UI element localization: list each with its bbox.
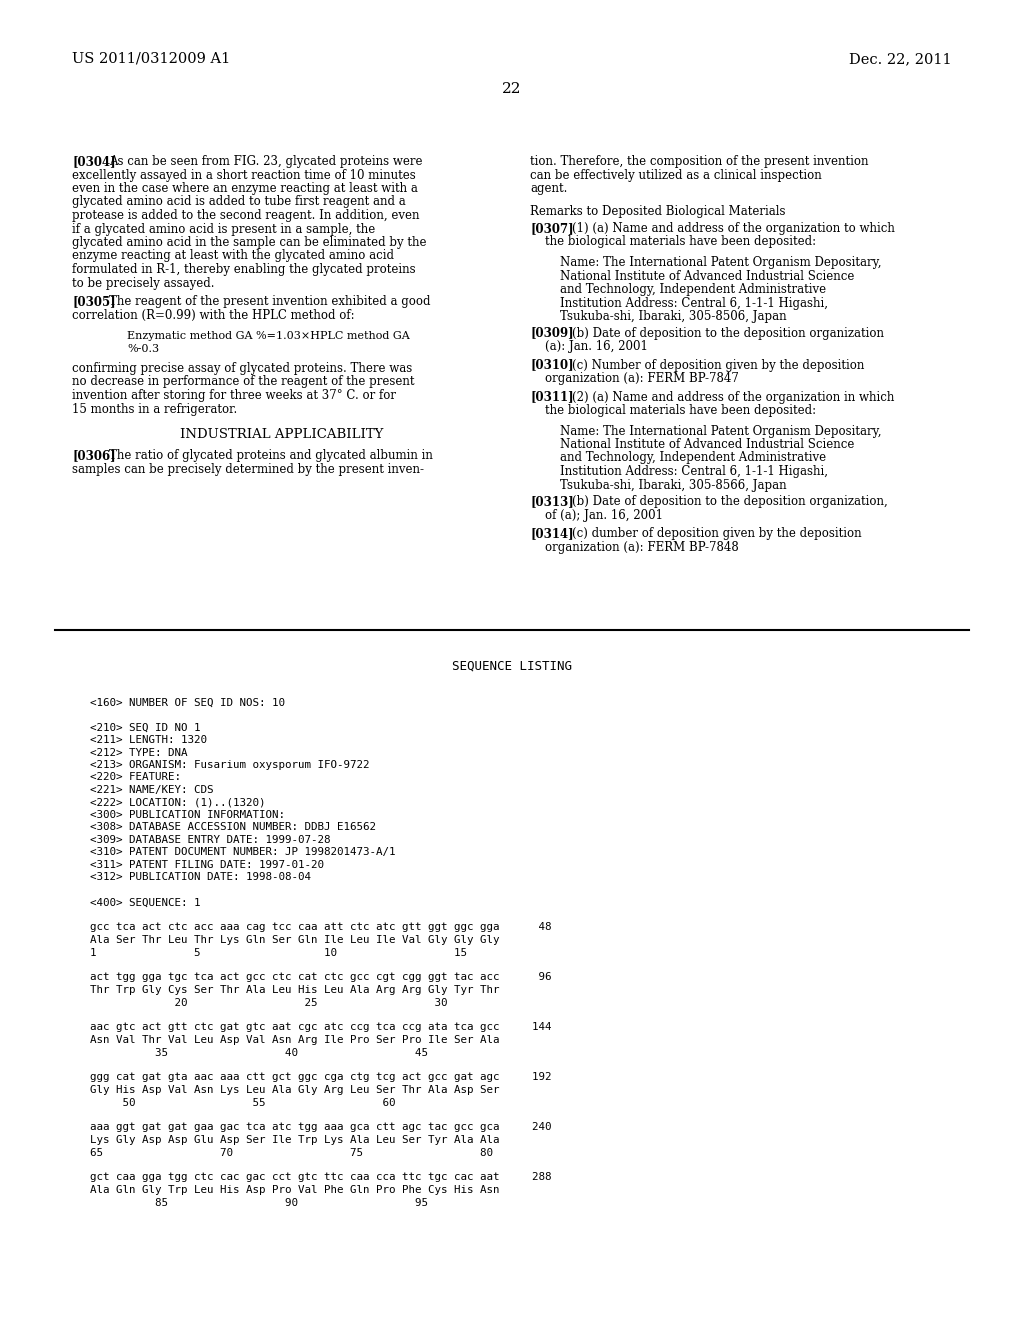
Text: Lys Gly Asp Asp Glu Asp Ser Ile Trp Lys Ala Leu Ser Tyr Ala Ala: Lys Gly Asp Asp Glu Asp Ser Ile Trp Lys … (90, 1135, 500, 1144)
Text: Name: The International Patent Organism Depositary,: Name: The International Patent Organism … (560, 425, 882, 437)
Text: tion. Therefore, the composition of the present invention: tion. Therefore, the composition of the … (530, 154, 868, 168)
Text: Ala Gln Gly Trp Leu His Asp Pro Val Phe Gln Pro Phe Cys His Asn: Ala Gln Gly Trp Leu His Asp Pro Val Phe … (90, 1185, 500, 1195)
Text: <211> LENGTH: 1320: <211> LENGTH: 1320 (90, 735, 207, 744)
Text: even in the case where an enzyme reacting at least with a: even in the case where an enzyme reactin… (72, 182, 418, 195)
Text: agent.: agent. (530, 182, 567, 195)
Text: ggg cat gat gta aac aaa ctt gct ggc cga ctg tcg act gcc gat agc     192: ggg cat gat gta aac aaa ctt gct ggc cga … (90, 1072, 552, 1082)
Text: (c) Number of deposition given by the deposition: (c) Number of deposition given by the de… (572, 359, 864, 371)
Text: National Institute of Advanced Industrial Science: National Institute of Advanced Industria… (560, 269, 854, 282)
Text: Institution Address: Central 6, 1-1-1 Higashi,: Institution Address: Central 6, 1-1-1 Hi… (560, 297, 828, 309)
Text: <220> FEATURE:: <220> FEATURE: (90, 772, 181, 783)
Text: <222> LOCATION: (1)..(1320): <222> LOCATION: (1)..(1320) (90, 797, 265, 808)
Text: 22: 22 (502, 82, 522, 96)
Text: organization (a): FERM BP-7848: organization (a): FERM BP-7848 (545, 540, 738, 553)
Text: [0311]: [0311] (530, 391, 573, 404)
Text: 50                  55                  60: 50 55 60 (90, 1097, 395, 1107)
Text: Enzymatic method GA %=1.03×HPLC method GA: Enzymatic method GA %=1.03×HPLC method G… (127, 331, 410, 341)
Text: Institution Address: Central 6, 1-1-1 Higashi,: Institution Address: Central 6, 1-1-1 Hi… (560, 465, 828, 478)
Text: <212> TYPE: DNA: <212> TYPE: DNA (90, 747, 187, 758)
Text: gct caa gga tgg ctc cac gac cct gtc ttc caa cca ttc tgc cac aat     288: gct caa gga tgg ctc cac gac cct gtc ttc … (90, 1172, 552, 1183)
Text: The reagent of the present invention exhibited a good: The reagent of the present invention exh… (109, 294, 430, 308)
Text: INDUSTRIAL APPLICABILITY: INDUSTRIAL APPLICABILITY (180, 428, 384, 441)
Text: 65                  70                  75                  80: 65 70 75 80 (90, 1147, 493, 1158)
Text: (a): Jan. 16, 2001: (a): Jan. 16, 2001 (545, 341, 648, 352)
Text: [0304]: [0304] (72, 154, 116, 168)
Text: <311> PATENT FILING DATE: 1997-01-20: <311> PATENT FILING DATE: 1997-01-20 (90, 861, 324, 870)
Text: and Technology, Independent Administrative: and Technology, Independent Administrati… (560, 451, 826, 465)
Text: %-0.3: %-0.3 (127, 345, 159, 355)
Text: Asn Val Thr Val Leu Asp Val Asn Arg Ile Pro Ser Pro Ile Ser Ala: Asn Val Thr Val Leu Asp Val Asn Arg Ile … (90, 1035, 500, 1045)
Text: [0314]: [0314] (530, 527, 573, 540)
Text: aaa ggt gat gat gaa gac tca atc tgg aaa gca ctt agc tac gcc gca     240: aaa ggt gat gat gaa gac tca atc tgg aaa … (90, 1122, 552, 1133)
Text: confirming precise assay of glycated proteins. There was: confirming precise assay of glycated pro… (72, 362, 413, 375)
Text: Gly His Asp Val Asn Lys Leu Ala Gly Arg Leu Ser Thr Ala Asp Ser: Gly His Asp Val Asn Lys Leu Ala Gly Arg … (90, 1085, 500, 1096)
Text: The ratio of glycated proteins and glycated albumin in: The ratio of glycated proteins and glyca… (109, 450, 433, 462)
Text: (c) dumber of deposition given by the deposition: (c) dumber of deposition given by the de… (572, 527, 861, 540)
Text: of (a); Jan. 16, 2001: of (a); Jan. 16, 2001 (545, 508, 663, 521)
Text: glycated amino acid is added to tube first reagent and a: glycated amino acid is added to tube fir… (72, 195, 406, 209)
Text: <210> SEQ ID NO 1: <210> SEQ ID NO 1 (90, 722, 201, 733)
Text: the biological materials have been deposited:: the biological materials have been depos… (545, 404, 816, 417)
Text: <213> ORGANISM: Fusarium oxysporum IFO-9722: <213> ORGANISM: Fusarium oxysporum IFO-9… (90, 760, 370, 770)
Text: <160> NUMBER OF SEQ ID NOS: 10: <160> NUMBER OF SEQ ID NOS: 10 (90, 697, 285, 708)
Text: 20                  25                  30: 20 25 30 (90, 998, 447, 1007)
Text: act tgg gga tgc tca act gcc ctc cat ctc gcc cgt cgg ggt tac acc      96: act tgg gga tgc tca act gcc ctc cat ctc … (90, 973, 552, 982)
Text: Tsukuba-shi, Ibaraki, 305-8506, Japan: Tsukuba-shi, Ibaraki, 305-8506, Japan (560, 310, 786, 323)
Text: Dec. 22, 2011: Dec. 22, 2011 (849, 51, 952, 66)
Text: aac gtc act gtt ctc gat gtc aat cgc atc ccg tca ccg ata tca gcc     144: aac gtc act gtt ctc gat gtc aat cgc atc … (90, 1023, 552, 1032)
Text: to be precisely assayed.: to be precisely assayed. (72, 276, 214, 289)
Text: National Institute of Advanced Industrial Science: National Institute of Advanced Industria… (560, 438, 854, 451)
Text: 1               5                   10                  15: 1 5 10 15 (90, 948, 467, 957)
Text: <312> PUBLICATION DATE: 1998-08-04: <312> PUBLICATION DATE: 1998-08-04 (90, 873, 311, 883)
Text: SEQUENCE LISTING: SEQUENCE LISTING (452, 660, 572, 673)
Text: excellently assayed in a short reaction time of 10 minutes: excellently assayed in a short reaction … (72, 169, 416, 181)
Text: (2) (a) Name and address of the organization in which: (2) (a) Name and address of the organiza… (572, 391, 894, 404)
Text: US 2011/0312009 A1: US 2011/0312009 A1 (72, 51, 230, 66)
Text: (1) (a) Name and address of the organization to which: (1) (a) Name and address of the organiza… (572, 222, 895, 235)
Text: As can be seen from FIG. 23, glycated proteins were: As can be seen from FIG. 23, glycated pr… (109, 154, 423, 168)
Text: organization (a): FERM BP-7847: organization (a): FERM BP-7847 (545, 372, 739, 385)
Text: samples can be precisely determined by the present inven-: samples can be precisely determined by t… (72, 463, 424, 477)
Text: no decrease in performance of the reagent of the present: no decrease in performance of the reagen… (72, 375, 415, 388)
Text: Tsukuba-shi, Ibaraki, 305-8566, Japan: Tsukuba-shi, Ibaraki, 305-8566, Japan (560, 479, 786, 491)
Text: <309> DATABASE ENTRY DATE: 1999-07-28: <309> DATABASE ENTRY DATE: 1999-07-28 (90, 836, 331, 845)
Text: can be effectively utilized as a clinical inspection: can be effectively utilized as a clinica… (530, 169, 821, 181)
Text: <300> PUBLICATION INFORMATION:: <300> PUBLICATION INFORMATION: (90, 810, 285, 820)
Text: [0310]: [0310] (530, 359, 573, 371)
Text: [0307]: [0307] (530, 222, 573, 235)
Text: <308> DATABASE ACCESSION NUMBER: DDBJ E16562: <308> DATABASE ACCESSION NUMBER: DDBJ E1… (90, 822, 376, 833)
Text: invention after storing for three weeks at 37° C. or for: invention after storing for three weeks … (72, 389, 396, 403)
Text: Thr Trp Gly Cys Ser Thr Ala Leu His Leu Ala Arg Arg Gly Tyr Thr: Thr Trp Gly Cys Ser Thr Ala Leu His Leu … (90, 985, 500, 995)
Text: Remarks to Deposited Biological Materials: Remarks to Deposited Biological Material… (530, 205, 785, 218)
Text: [0305]: [0305] (72, 294, 116, 308)
Text: [0309]: [0309] (530, 326, 573, 339)
Text: gcc tca act ctc acc aaa cag tcc caa att ctc atc gtt ggt ggc gga      48: gcc tca act ctc acc aaa cag tcc caa att … (90, 923, 552, 932)
Text: 85                  90                  95: 85 90 95 (90, 1197, 428, 1208)
Text: the biological materials have been deposited:: the biological materials have been depos… (545, 235, 816, 248)
Text: and Technology, Independent Administrative: and Technology, Independent Administrati… (560, 282, 826, 296)
Text: <221> NAME/KEY: CDS: <221> NAME/KEY: CDS (90, 785, 213, 795)
Text: <310> PATENT DOCUMENT NUMBER: JP 1998201473-A/1: <310> PATENT DOCUMENT NUMBER: JP 1998201… (90, 847, 395, 858)
Text: if a glycated amino acid is present in a sample, the: if a glycated amino acid is present in a… (72, 223, 375, 235)
Text: formulated in R-1, thereby enabling the glycated proteins: formulated in R-1, thereby enabling the … (72, 263, 416, 276)
Text: [0313]: [0313] (530, 495, 573, 508)
Text: 15 months in a refrigerator.: 15 months in a refrigerator. (72, 403, 238, 416)
Text: <400> SEQUENCE: 1: <400> SEQUENCE: 1 (90, 898, 201, 908)
Text: glycated amino acid in the sample can be eliminated by the: glycated amino acid in the sample can be… (72, 236, 427, 249)
Text: Name: The International Patent Organism Depositary,: Name: The International Patent Organism … (560, 256, 882, 269)
Text: [0306]: [0306] (72, 450, 116, 462)
Text: (b) Date of deposition to the deposition organization: (b) Date of deposition to the deposition… (572, 326, 884, 339)
Text: protease is added to the second reagent. In addition, even: protease is added to the second reagent.… (72, 209, 420, 222)
Text: enzyme reacting at least with the glycated amino acid: enzyme reacting at least with the glycat… (72, 249, 394, 263)
Text: (b) Date of deposition to the deposition organization,: (b) Date of deposition to the deposition… (572, 495, 888, 508)
Text: correlation (R=0.99) with the HPLC method of:: correlation (R=0.99) with the HPLC metho… (72, 309, 354, 322)
Text: 35                  40                  45: 35 40 45 (90, 1048, 428, 1057)
Text: Ala Ser Thr Leu Thr Lys Gln Ser Gln Ile Leu Ile Val Gly Gly Gly: Ala Ser Thr Leu Thr Lys Gln Ser Gln Ile … (90, 935, 500, 945)
